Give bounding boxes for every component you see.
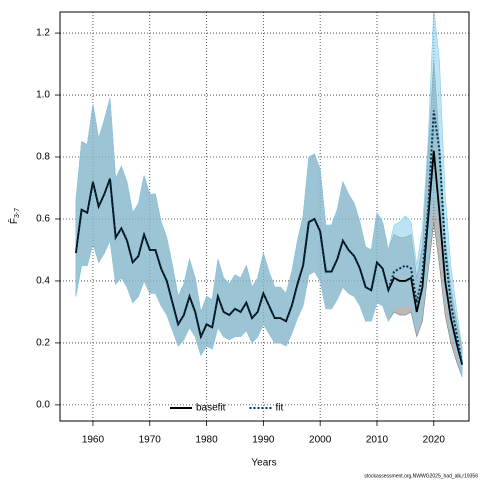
- x-tick-label: 1970: [139, 435, 162, 446]
- x-axis-title: Years: [251, 458, 276, 469]
- legend-label: basefit: [196, 403, 226, 414]
- x-tick-label: 2010: [366, 435, 389, 446]
- footer: stockassessment.org,NWWG2025_had_alk,r19…: [364, 473, 478, 479]
- y-tick-label: 0.0: [36, 400, 50, 411]
- y-tick-label: 0.4: [36, 276, 50, 287]
- y-axis-title-main: F̄3-7: [7, 208, 21, 224]
- y-axis-title: F̄3-7: [7, 208, 21, 224]
- y-tick-label: 0.6: [36, 214, 50, 225]
- plot-frame: [59, 11, 470, 422]
- legend: basefit fit: [170, 403, 283, 414]
- lines: [74, 110, 464, 365]
- x-tick-label: 2000: [309, 435, 332, 446]
- x-tick-label: 1990: [252, 435, 275, 446]
- y-tick-label: 1.2: [36, 28, 50, 39]
- x-tick-label: 2020: [423, 435, 446, 446]
- y-tick-label: 0.2: [36, 338, 50, 349]
- legend-label: fit: [275, 403, 283, 414]
- x-tick-label: 1960: [82, 435, 105, 446]
- bands: [75, 12, 463, 378]
- y-axis-symbol: F̄: [7, 218, 20, 224]
- x-tick-label: 1980: [195, 435, 218, 446]
- series-line: [74, 110, 464, 365]
- y-tick-label: 0.8: [36, 152, 50, 163]
- y-tick-label: 1.0: [36, 90, 50, 101]
- y-axis-subscript: 3-7: [14, 208, 21, 218]
- confidence-band: [75, 12, 463, 378]
